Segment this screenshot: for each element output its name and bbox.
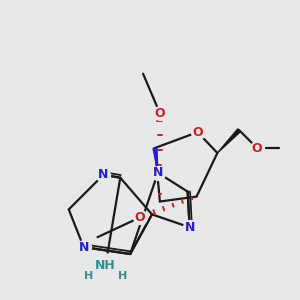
Text: O: O xyxy=(252,142,262,154)
Text: N: N xyxy=(184,221,195,234)
Text: O: O xyxy=(135,211,146,224)
Polygon shape xyxy=(218,129,241,153)
Text: N: N xyxy=(153,166,163,179)
Text: O: O xyxy=(192,126,203,139)
Text: O: O xyxy=(154,107,165,120)
Text: NH: NH xyxy=(95,260,116,272)
Text: H: H xyxy=(84,271,93,281)
Text: N: N xyxy=(78,241,89,254)
Polygon shape xyxy=(153,148,158,173)
Text: H: H xyxy=(118,271,127,281)
Text: N: N xyxy=(98,168,109,181)
